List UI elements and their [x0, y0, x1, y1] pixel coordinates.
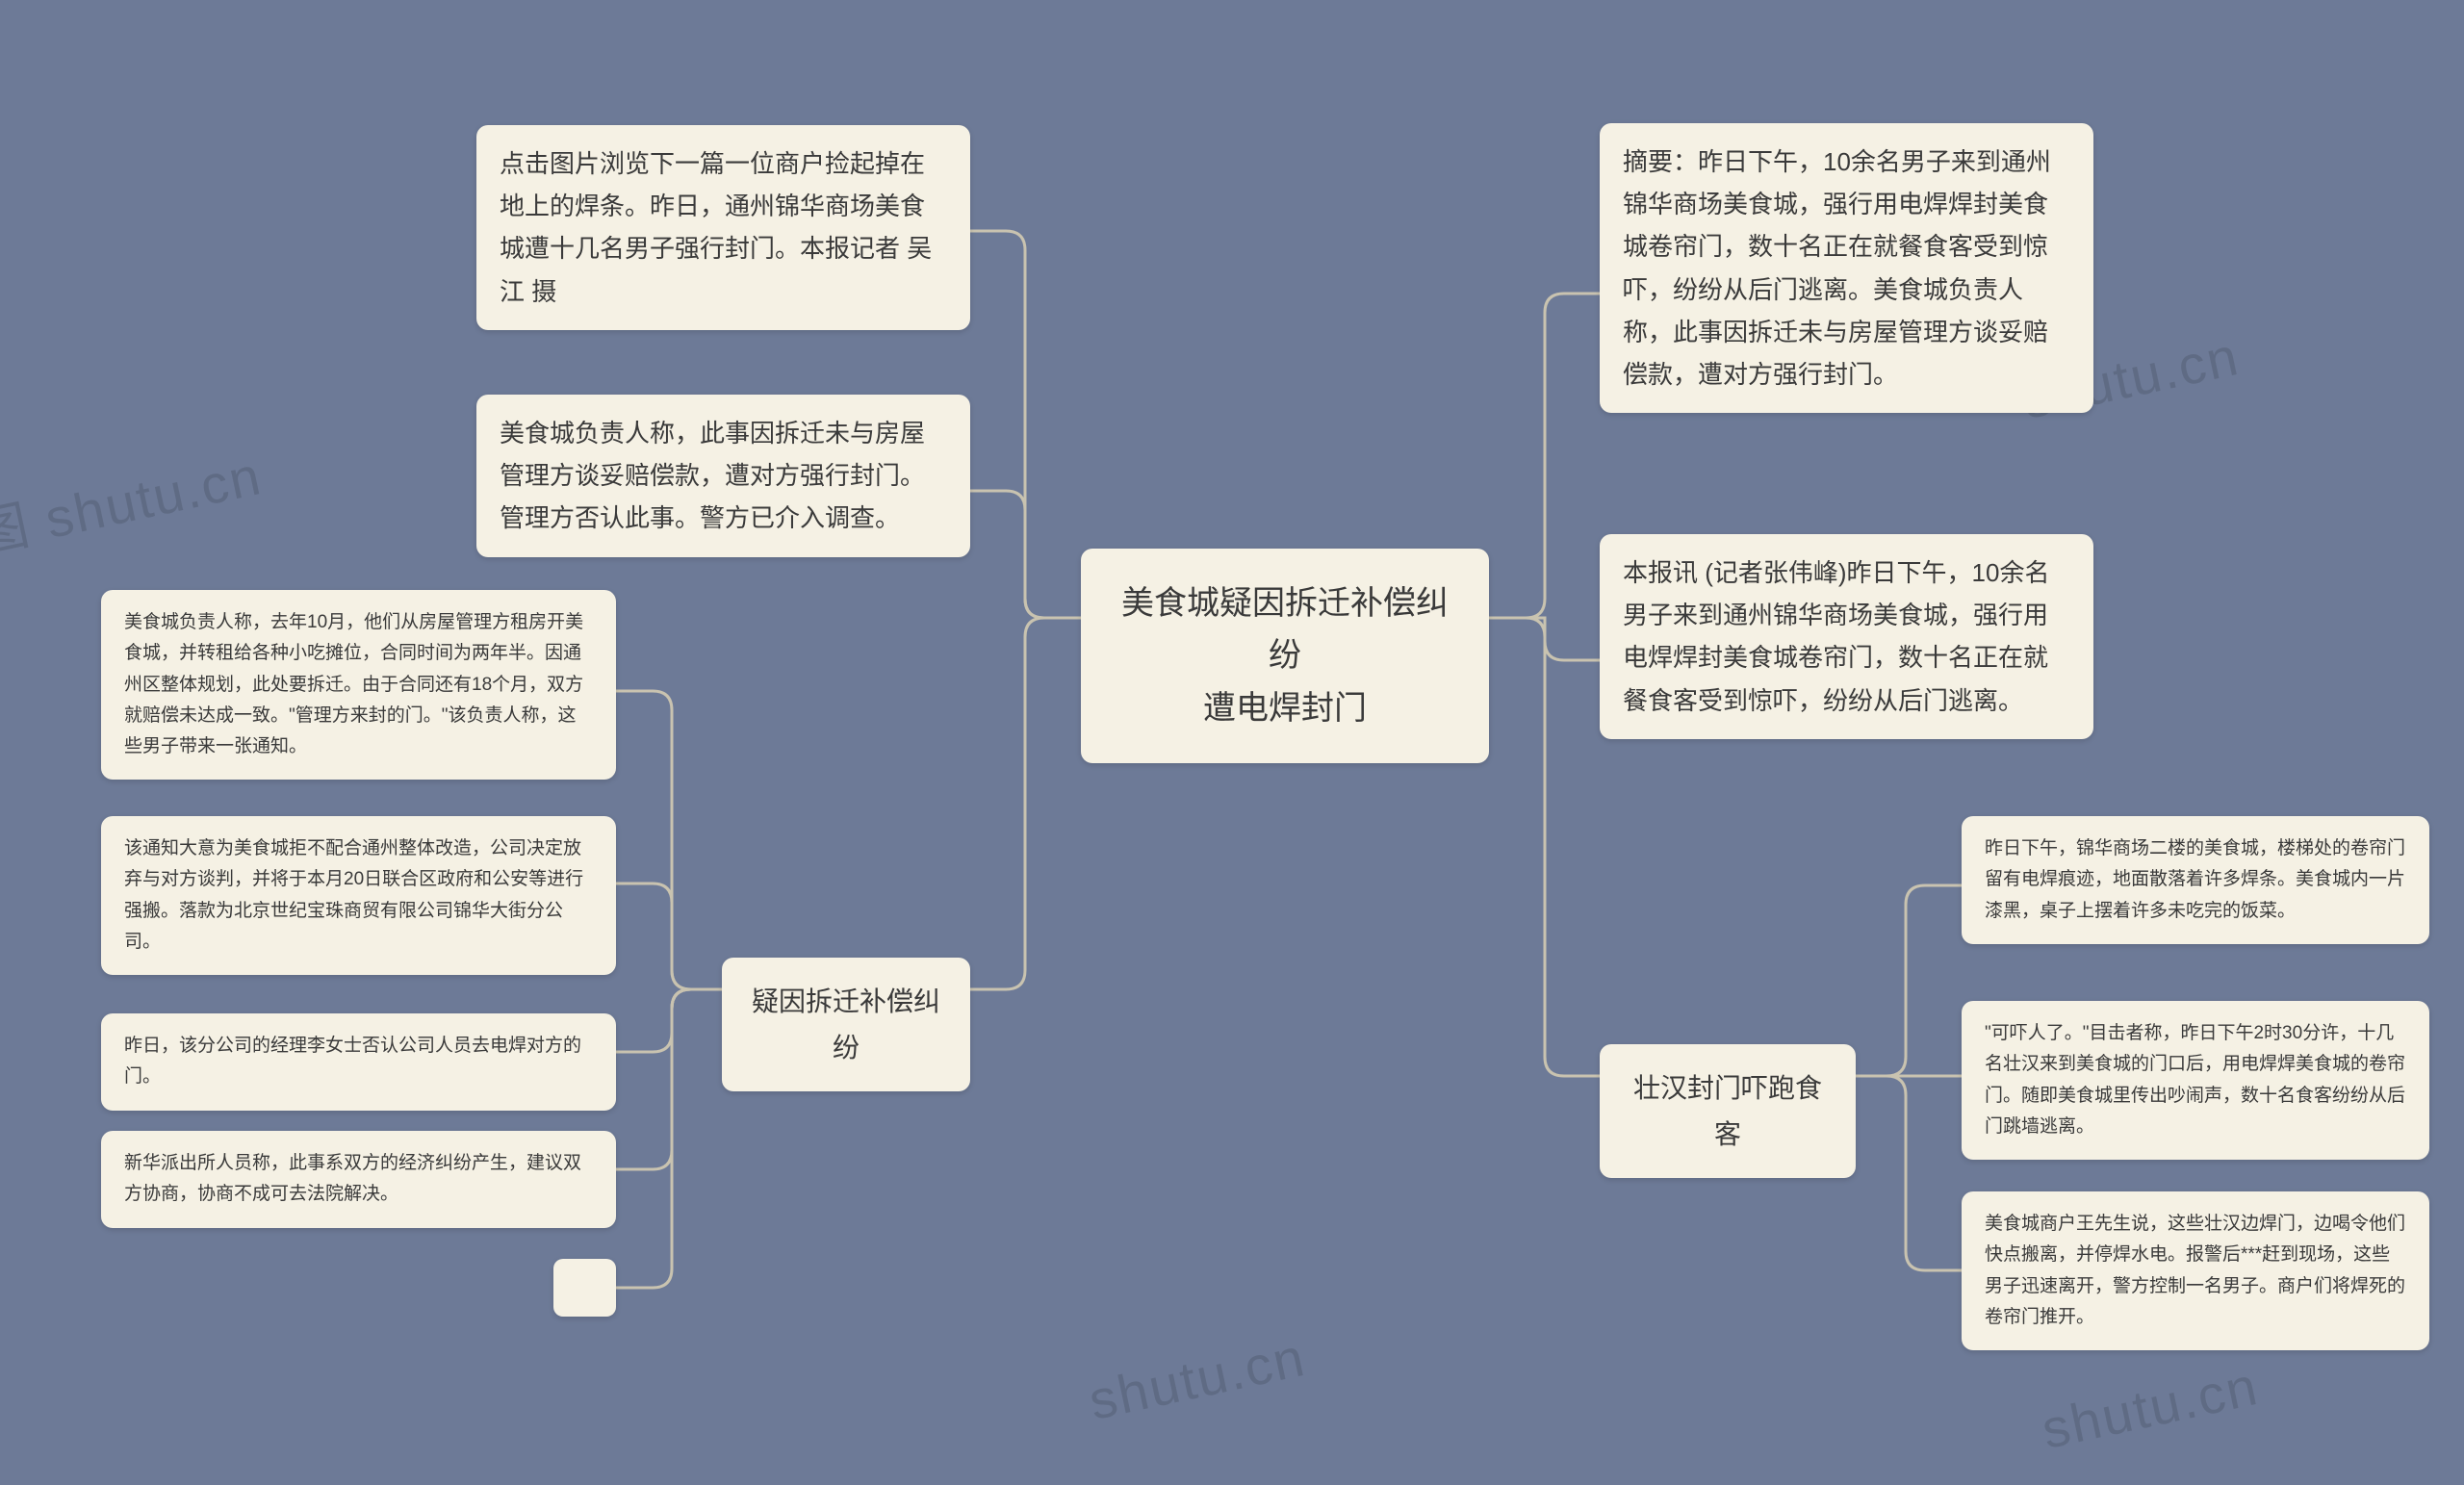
watermark: 图 shutu.cn [0, 432, 268, 569]
left-b3-child-2: 该通知大意为美食城拒不配合通州整体改造，公司决定放弃与对方谈判，并将于本月20日… [101, 816, 616, 975]
left-b3-child-1: 美食城负责人称，去年10月，他们从房屋管理方租房开美食城，并转租给各种小吃摊位，… [101, 590, 616, 780]
left-b3-child-2-text: 该通知大意为美食城拒不配合通州整体改造，公司决定放弃与对方谈判，并将于本月20日… [124, 838, 583, 952]
left-b3-child-3: 昨日，该分公司的经理李女士否认公司人员去电焊对方的门。 [101, 1013, 616, 1111]
left-branch-2: 美食城负责人称，此事因拆迁未与房屋管理方谈妥赔偿款，遭对方强行封门。管理方否认此… [476, 395, 970, 557]
right-b3-child-1: 昨日下午，锦华商场二楼的美食城，楼梯处的卷帘门留有电焊痕迹，地面散落着许多焊条。… [1962, 816, 2429, 944]
left-b3-child-4-text: 新华派出所人员称，此事系双方的经济纠纷产生，建议双方协商，协商不成可去法院解决。 [124, 1153, 581, 1204]
right-b3-child-1-text: 昨日下午，锦华商场二楼的美食城，楼梯处的卷帘门留有电焊痕迹，地面散落着许多焊条。… [1985, 838, 2405, 921]
left-b3-child-4: 新华派出所人员称，此事系双方的经济纠纷产生，建议双方协商，协商不成可去法院解决。 [101, 1131, 616, 1228]
root-node: 美食城疑因拆迁补偿纠纷 遭电焊封门 [1081, 549, 1489, 763]
right-b3-child-2: "可吓人了。"目击者称，昨日下午2时30分许，十几名壮汉来到美食城的门口后，用电… [1962, 1001, 2429, 1160]
right-branch-1: 摘要：昨日下午，10余名男子来到通州锦华商场美食城，强行用电焊焊封美食城卷帘门，… [1600, 123, 2093, 413]
right-branch-2-text: 本报讯 (记者张伟峰)昨日下午，10余名男子来到通州锦华商场美食城，强行用电焊焊… [1623, 558, 2049, 715]
right-b3-child-2-text: "可吓人了。"目击者称，昨日下午2时30分许，十几名壮汉来到美食城的门口后，用电… [1985, 1023, 2405, 1137]
left-b3-child-3-text: 昨日，该分公司的经理李女士否认公司人员去电焊对方的门。 [124, 1036, 581, 1087]
watermark: shutu.cn [2037, 1354, 2264, 1461]
right-b3-child-3: 美食城商户王先生说，这些壮汉边焊门，边喝令他们快点搬离，并停焊水电。报警后***… [1962, 1191, 2429, 1350]
left-b3-empty-child [553, 1259, 616, 1317]
right-branch-3: 壮汉封门吓跑食客 [1600, 1044, 1856, 1178]
left-branch-3: 疑因拆迁补偿纠纷 [722, 958, 970, 1091]
right-branch-3-label: 壮汉封门吓跑食客 [1633, 1073, 1822, 1149]
left-b3-child-1-text: 美食城负责人称，去年10月，他们从房屋管理方租房开美食城，并转租给各种小吃摊位，… [124, 612, 583, 756]
right-branch-2: 本报讯 (记者张伟峰)昨日下午，10余名男子来到通州锦华商场美食城，强行用电焊焊… [1600, 534, 2093, 739]
root-text: 美食城疑因拆迁补偿纠纷 遭电焊封门 [1121, 585, 1449, 727]
right-b3-child-3-text: 美食城商户王先生说，这些壮汉边焊门，边喝令他们快点搬离，并停焊水电。报警后***… [1985, 1214, 2405, 1327]
right-branch-1-text: 摘要：昨日下午，10余名男子来到通州锦华商场美食城，强行用电焊焊封美食城卷帘门，… [1623, 147, 2051, 389]
left-branch-2-text: 美食城负责人称，此事因拆迁未与房屋管理方谈妥赔偿款，遭对方强行封门。管理方否认此… [500, 419, 925, 532]
left-branch-1-text: 点击图片浏览下一篇一位商户捡起掉在地上的焊条。昨日，通州锦华商场美食城遭十几名男… [500, 149, 932, 306]
left-branch-3-label: 疑因拆迁补偿纠纷 [752, 986, 940, 1063]
left-branch-1: 点击图片浏览下一篇一位商户捡起掉在地上的焊条。昨日，通州锦华商场美食城遭十几名男… [476, 125, 970, 330]
watermark: shutu.cn [1084, 1325, 1311, 1432]
